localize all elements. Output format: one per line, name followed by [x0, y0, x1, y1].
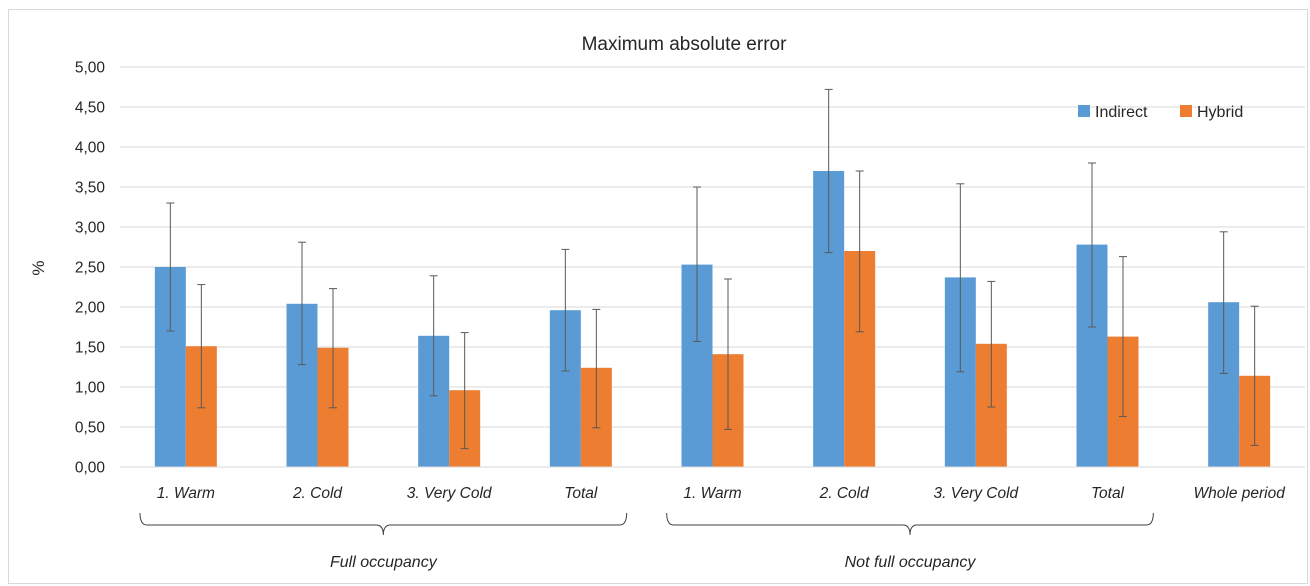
x-tick-label: 3. Very Cold	[407, 485, 493, 502]
y-tick-label: 4,50	[75, 100, 106, 117]
y-axis-ticks: 0,00 0,50 1,00 1,50 2,00 2,50 3,00 3,50 4,00 4,50…	[75, 60, 106, 477]
y-tick-label: 3,00	[75, 220, 106, 237]
y-tick-label: 3,50	[75, 180, 106, 197]
chart-title: Maximum absolute error	[582, 34, 788, 55]
y-tick-label: 1,50	[75, 340, 106, 357]
x-tick-label: 1. Warm	[157, 485, 215, 502]
x-tick-label: Whole period	[1194, 485, 1287, 502]
y-tick-label: 0,50	[75, 420, 106, 437]
y-axis-label: %	[29, 260, 48, 275]
legend: Indirect Hybrid	[1078, 104, 1243, 121]
error-bars	[166, 88, 1259, 450]
group-brace	[666, 512, 1154, 536]
x-tick-label: 1. Warm	[683, 485, 741, 502]
x-tick-label: 3. Very Cold	[933, 485, 1019, 502]
x-tick-label: 2. Cold	[292, 485, 343, 502]
group-brace	[139, 512, 628, 536]
category-groups: Full occupancy Not full occupancy	[139, 512, 1154, 571]
x-tick-label: Total	[1091, 485, 1125, 502]
x-axis-ticks: 1. Warm 2. Cold 3. Very Cold Total 1. Warm 2.…	[157, 485, 1287, 502]
legend-swatch-indirect	[1078, 105, 1090, 117]
x-tick-label: Total	[564, 485, 598, 502]
y-tick-label: 5,00	[75, 60, 106, 77]
group-label: Full occupancy	[330, 554, 438, 571]
y-tick-label: 2,00	[75, 300, 106, 317]
y-tick-label: 2,50	[75, 260, 106, 277]
y-tick-label: 4,00	[75, 140, 106, 157]
y-tick-label: 0,00	[75, 460, 106, 477]
x-tick-label: 2. Cold	[819, 485, 870, 502]
bars	[154, 171, 1271, 467]
legend-label-hybrid: Hybrid	[1197, 104, 1243, 121]
legend-label-indirect: Indirect	[1095, 104, 1148, 121]
legend-swatch-hybrid	[1180, 105, 1192, 117]
y-tick-label: 1,00	[75, 380, 106, 397]
group-label: Not full occupancy	[845, 554, 977, 571]
